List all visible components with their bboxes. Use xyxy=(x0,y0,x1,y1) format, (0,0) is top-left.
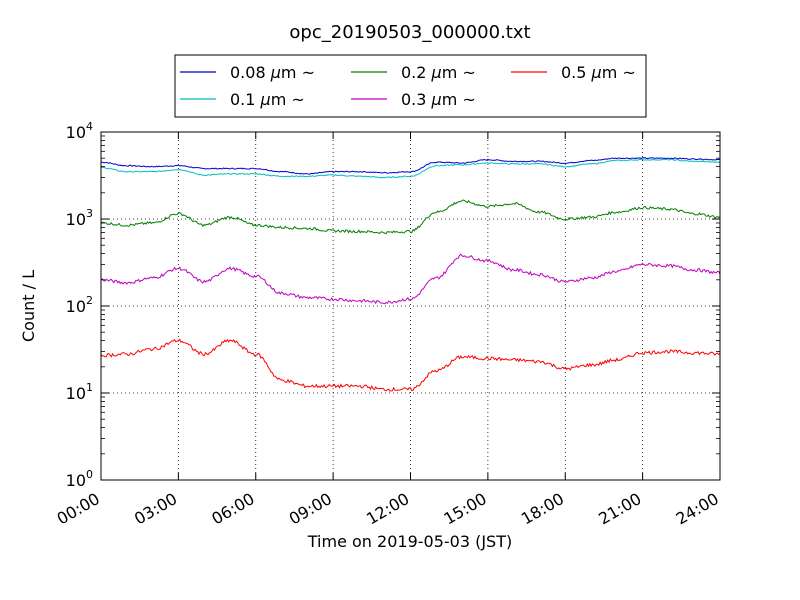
y-tick-label: 103 xyxy=(66,207,93,229)
series-line-0_08 xyxy=(100,157,721,175)
x-tick-label: 06:00 xyxy=(208,489,257,529)
x-tick-label: 12:00 xyxy=(363,489,412,529)
series-line-0_3 xyxy=(100,253,721,305)
axis-ticks: 00:00 03:00 06:00 09:00 12:00 15:00 18:00 21:00… xyxy=(54,120,722,529)
legend: 0.08 μm ~ 0.1 μm ~ 0.2 μm ~ 0.3 μm ~ 0.5 μm … xyxy=(174,54,647,118)
series-line-0_5 xyxy=(100,338,721,392)
plot-series xyxy=(100,157,721,392)
chart-title: opc_20190503_000000.txt xyxy=(289,22,530,43)
x-tick-label: 24:00 xyxy=(673,489,722,529)
legend-box xyxy=(174,54,647,118)
legend-label: 0.5 μm ~ xyxy=(561,63,636,82)
y-tick-label: 100 xyxy=(66,468,93,490)
x-tick-label: 18:00 xyxy=(518,489,567,529)
legend-label: 0.2 μm ~ xyxy=(401,63,476,82)
legend-label: 0.08 μm ~ xyxy=(230,63,315,82)
x-tick-label: 00:00 xyxy=(54,489,103,529)
x-tick-label: 09:00 xyxy=(286,489,335,529)
y-tick-label: 102 xyxy=(66,294,93,316)
series-line-0_2 xyxy=(100,199,721,235)
series-line-0_1 xyxy=(100,158,721,179)
y-tick-label: 101 xyxy=(66,381,93,403)
y-axis-label: Count / L xyxy=(19,270,38,342)
x-axis-label: Time on 2019-05-03 (JST) xyxy=(307,532,512,551)
x-tick-label: 03:00 xyxy=(131,489,180,529)
y-tick-label: 104 xyxy=(66,120,93,142)
x-tick-label: 21:00 xyxy=(595,489,644,529)
legend-label: 0.1 μm ~ xyxy=(230,90,305,109)
x-tick-label: 15:00 xyxy=(440,489,489,529)
legend-label: 0.3 μm ~ xyxy=(401,90,476,109)
grid-lines xyxy=(101,132,720,480)
